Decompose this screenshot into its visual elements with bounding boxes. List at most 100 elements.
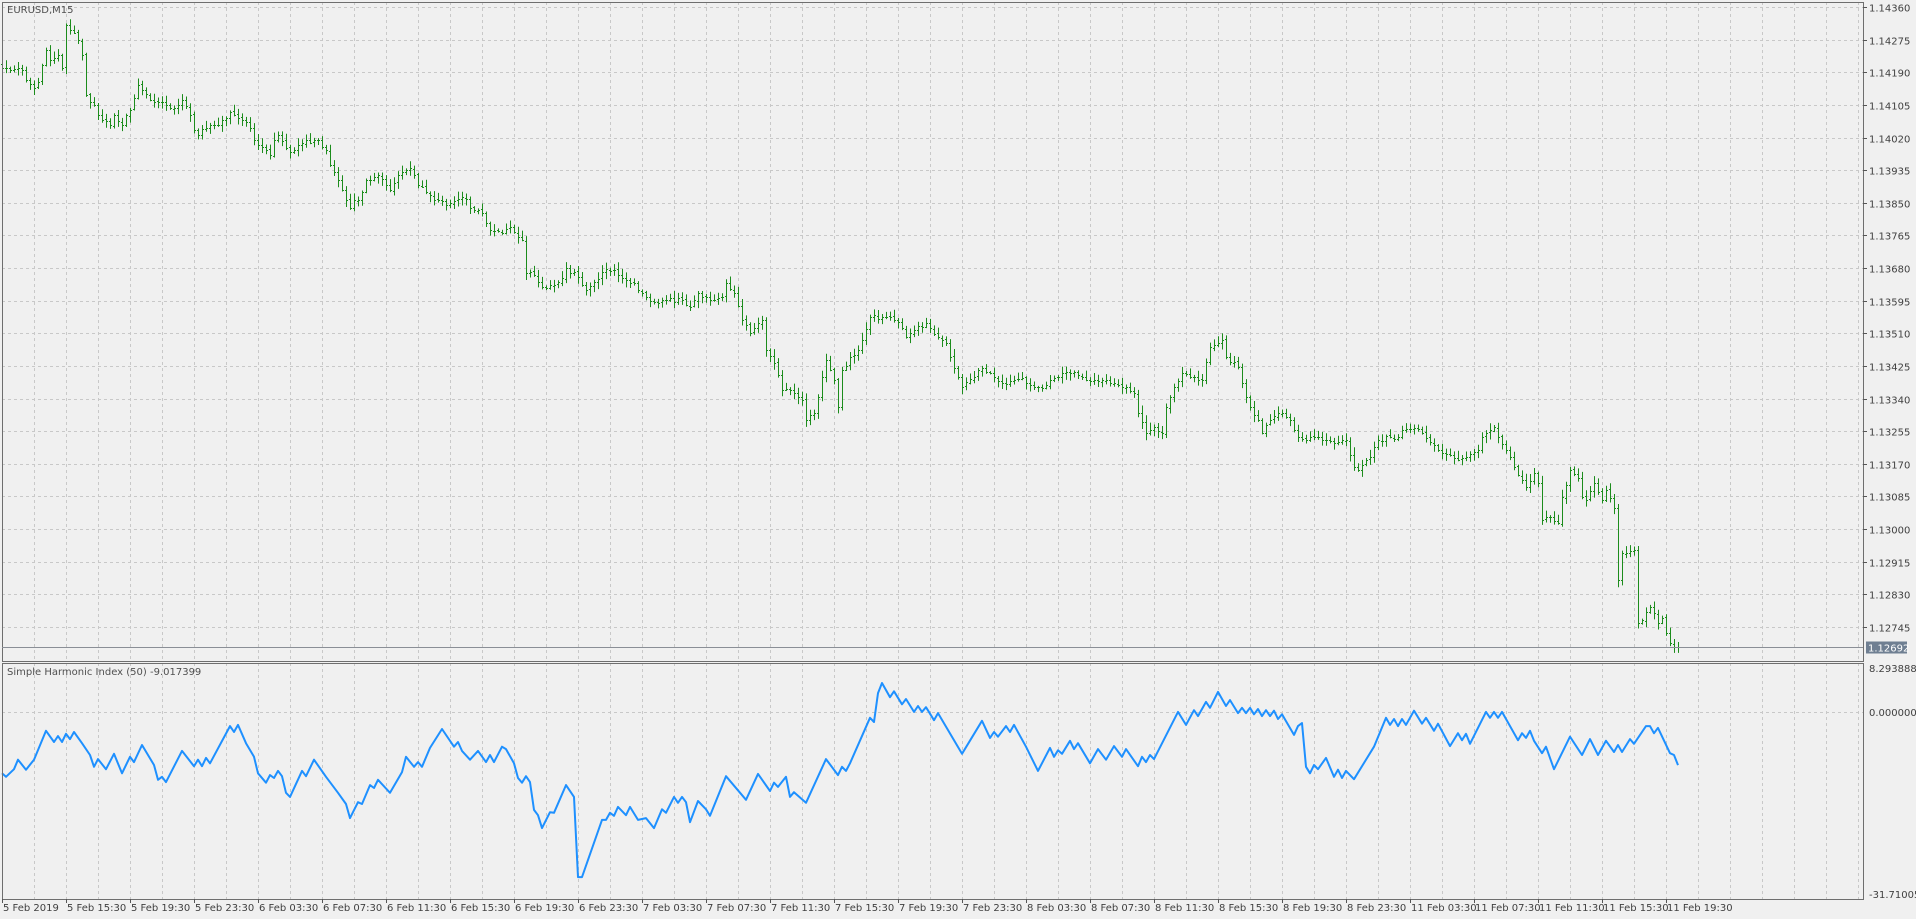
ohlc-bar [1261,418,1264,435]
ohlc-bar [745,315,748,331]
ohlc-bar [589,282,592,297]
ohlc-bar [893,309,896,323]
ohlc-bar [1277,406,1280,421]
x-tick-label: 8 Feb 03:30 [1027,903,1086,914]
ohlc-bar [1317,430,1320,440]
ohlc-bar [21,64,24,76]
x-tick-label: 5 Feb 2019 [3,903,59,914]
x-tick-label: 7 Feb 23:30 [963,903,1022,914]
ohlc-bar [349,193,352,210]
ohlc-bar [1169,395,1172,414]
ohlc-bar [1381,434,1384,447]
ohlc-bar [901,318,904,331]
ohlc-bar [1629,545,1632,558]
ohlc-bar [709,291,712,306]
ohlc-bar [733,285,736,298]
ohlc-bar [525,236,528,280]
ohlc-bar [241,113,244,126]
ohlc-bar [1097,374,1100,388]
ohlc-bar [725,279,728,303]
ohlc-bar [353,193,356,212]
y-tick-label: 1.13680 [1869,265,1910,276]
ohlc-bar [269,144,272,160]
ohlc-bar [1605,485,1608,502]
ohlc-bar [1485,430,1488,444]
ohlc-bar [473,206,476,213]
y-tick-label: 1.13170 [1869,461,1910,472]
ohlc-bar [1613,493,1616,515]
ohlc-bar [825,353,828,383]
indicator-pane [1,682,1679,879]
ohlc-bar [193,111,196,134]
ohlc-bar [285,133,288,151]
ohlc-bar [345,186,348,207]
ohlc-bar [1557,514,1560,525]
y-tick-label: 1.13510 [1869,330,1910,341]
ohlc-bar [997,376,1000,388]
y-tick-label: 1.13425 [1869,363,1910,374]
ohlc-bar [1013,375,1016,385]
ohlc-bar [1253,401,1256,423]
ohlc-bar [857,345,860,361]
ohlc-bar [553,279,556,293]
ohlc-bar [1569,467,1572,492]
ohlc-bar [889,311,892,321]
current-price-label: 1.12692 [1868,644,1909,655]
ohlc-bar [841,366,844,411]
ohlc-bar [577,265,580,284]
ohlc-bar [1353,447,1356,471]
ohlc-bar [453,196,456,209]
ohlc-bar [1593,476,1596,498]
ohlc-bar [621,268,624,284]
ohlc-bar [377,172,380,184]
ohlc-bar [85,52,88,97]
ohlc-bar [365,178,368,194]
ohlc-bar [929,318,932,334]
ohlc-bar [409,161,412,176]
ohlc-bar [1529,473,1532,493]
ohlc-bar [945,336,948,346]
axes: 1.14360 1.14275 1.14190 1.14105 1.14020 1.139… [2,4,1916,914]
ohlc-bar [449,199,452,209]
ohlc-bar [1493,425,1496,433]
ohlc-bar [53,51,56,64]
indicator-title: Simple Harmonic Index (50) -9.017399 [7,667,201,678]
ohlc-bar [1457,450,1460,462]
ohlc-bar [985,364,988,374]
y-tick-label: 1.14190 [1869,69,1910,80]
ohlc-bar [529,269,532,278]
ohlc-bar [1285,408,1288,419]
ohlc-bar [1273,409,1276,424]
ohlc-bar [549,280,552,290]
ohlc-bar [737,286,740,308]
ohlc-bar [209,122,212,134]
ohlc-bar [1021,371,1024,381]
ohlc-bar [533,265,536,277]
ohlc-bar [1389,429,1392,439]
ohlc-bar [41,63,44,86]
ohlc-bar [773,349,776,370]
x-tick-label: 11 Feb 07:30 [1475,903,1541,914]
ohlc-bar [941,335,944,347]
ohlc-bar [913,325,916,338]
ohlc-bar [1101,377,1104,388]
ohlc-bar [429,191,432,203]
ohlc-bar [381,172,384,186]
ohlc-bar [541,276,544,290]
ohlc-bar [1669,627,1672,647]
ohlc-bar [1341,435,1344,445]
ohlc-bar [513,224,516,234]
ohlc-bar [713,294,716,302]
ohlc-bar [1621,550,1624,586]
ohlc-bar [645,290,648,301]
ohlc-bar [273,132,276,158]
ohlc-bar [457,191,460,207]
ohlc-bar [217,117,220,127]
ohlc-bar [813,409,816,421]
ohlc-bar [1661,615,1664,625]
ohlc-bar [1217,336,1220,348]
ohlc-bar [305,134,308,148]
ohlc-bar [989,371,992,375]
ohlc-bar [1089,377,1092,387]
